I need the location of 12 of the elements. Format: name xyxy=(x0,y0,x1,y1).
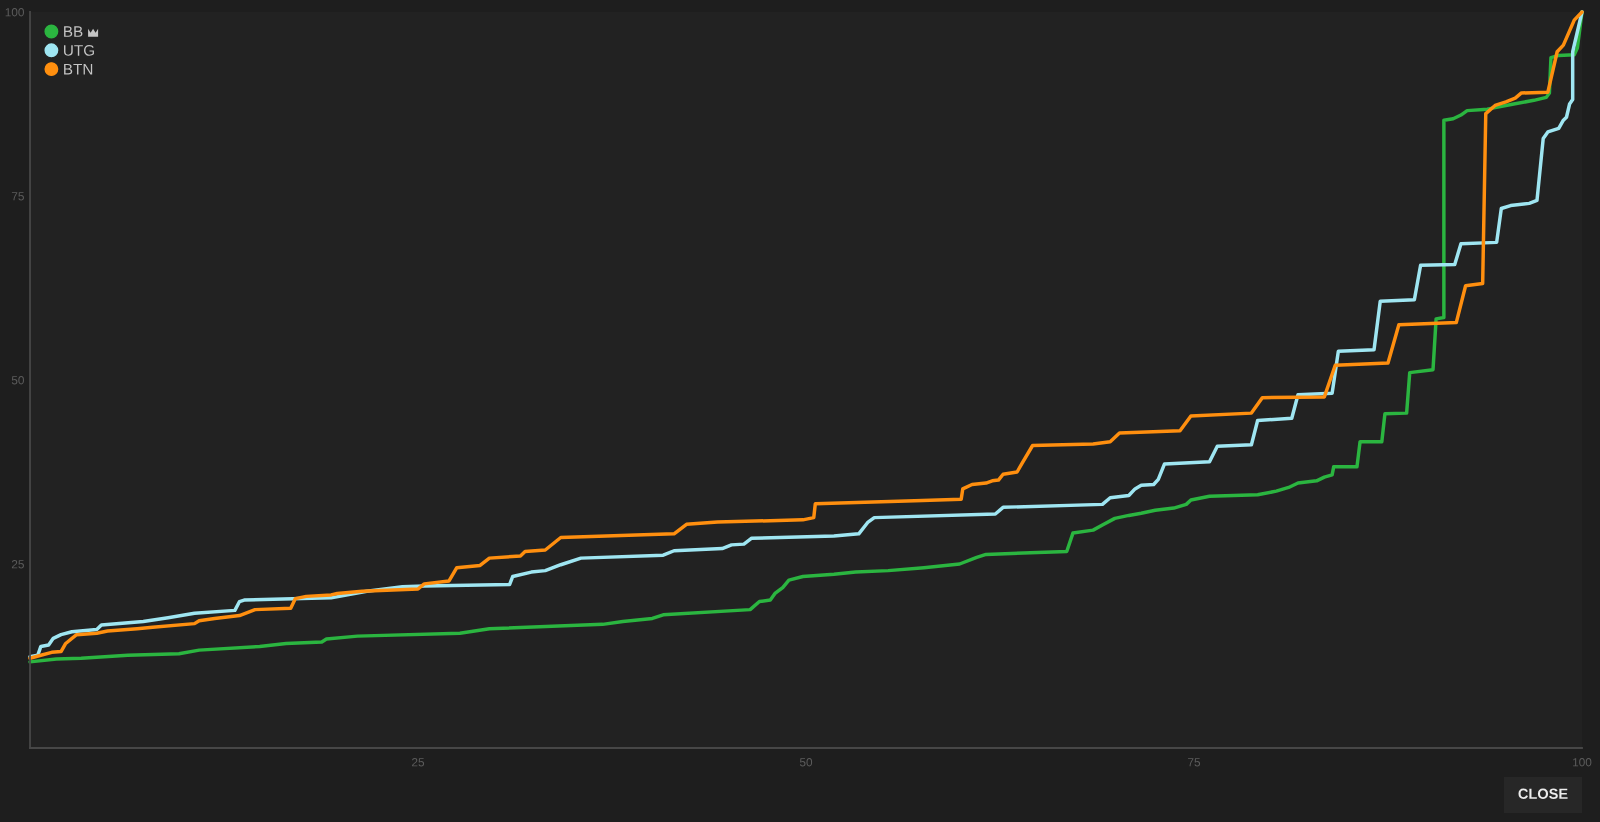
legend-label: BTN xyxy=(64,63,93,75)
legend-label: BB xyxy=(64,26,83,37)
text: CLOSE xyxy=(1518,788,1568,799)
x-tick-label: 100 xyxy=(1573,758,1592,767)
x-tick-label: 50 xyxy=(799,758,813,767)
y-tick-label: 100 xyxy=(5,8,24,17)
y-tick-label: 25 xyxy=(11,560,24,569)
legend-label: UTG xyxy=(64,44,94,56)
x-tick-label: 25 xyxy=(412,758,425,767)
y-tick-label: 75 xyxy=(11,192,24,201)
x-tick-label: 75 xyxy=(1188,758,1201,767)
y-tick-label: 50 xyxy=(11,376,24,385)
